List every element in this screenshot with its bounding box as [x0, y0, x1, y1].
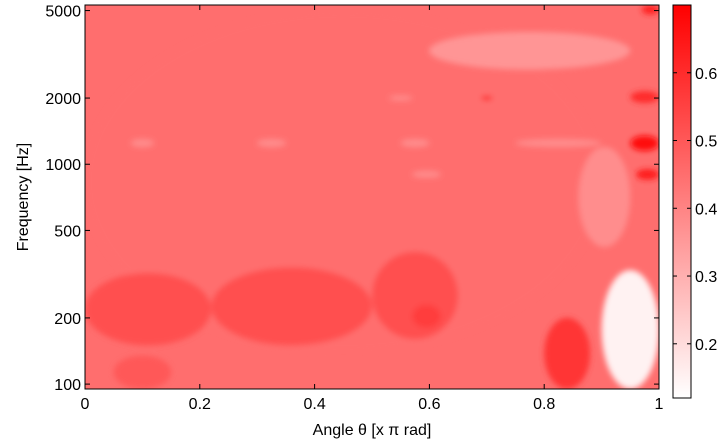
contour-regions: [85, 5, 659, 389]
colorbar-tick-label: 0.5: [695, 134, 717, 151]
contour-region: [481, 95, 493, 101]
contour-region: [544, 317, 591, 389]
colorbar-tick-label: 0.6: [695, 66, 717, 83]
contour-region: [630, 91, 659, 103]
contour-region: [389, 95, 413, 101]
y-tick-label: 1000: [45, 157, 81, 174]
colorbar-ticks: 0.2 0.3 0.4 0.5 0.6: [673, 66, 717, 354]
colorbar-gradient: [672, 4, 692, 399]
colorbar-tick-label: 0.2: [695, 337, 717, 354]
contour-region: [257, 139, 286, 147]
contour-region: [113, 355, 172, 389]
contour-region: [400, 139, 430, 147]
colorbar: 0.2 0.3 0.4 0.5 0.6: [672, 4, 717, 399]
x-tick-label: 1: [655, 396, 664, 413]
y-tick-label: 500: [54, 223, 81, 240]
contour-region: [601, 270, 659, 389]
colorbar-tick-label: 0.3: [695, 269, 717, 286]
contour-region: [578, 146, 631, 248]
x-tick-label: 0: [81, 396, 90, 413]
contour-region: [211, 267, 372, 346]
contour-region: [412, 171, 441, 178]
contour-region: [130, 139, 154, 147]
contour-region: [641, 5, 659, 15]
contour-region: [412, 304, 441, 328]
x-tick-label: 0.8: [533, 396, 555, 413]
x-tick-label: 0.6: [418, 396, 440, 413]
contour-region: [515, 139, 602, 147]
y-tick-label: 200: [54, 311, 81, 328]
contour-region: [372, 251, 459, 340]
contour-region: [630, 135, 659, 151]
contour-region: [85, 273, 212, 346]
y-tick-label: 100: [54, 377, 81, 394]
x-tick-label: 0.4: [303, 396, 325, 413]
x-tick-label: 0.2: [189, 396, 211, 413]
plot-frame: [84, 4, 660, 390]
contour-region: [85, 10, 602, 352]
plot-area: [84, 4, 660, 390]
x-axis: 0 0.2 0.4 0.6 0.8 1: [81, 5, 664, 413]
colorbar-tick-label: 0.4: [695, 201, 717, 218]
x-axis-label: Angle θ [x π rad]: [313, 422, 432, 439]
y-axis: 100 200 500 1000 2000 5000: [45, 4, 659, 394]
contour-region: [636, 169, 659, 180]
y-tick-label: 2000: [45, 91, 81, 108]
contour-region: [429, 31, 631, 70]
y-axis-label: Frequency [Hz]: [15, 143, 32, 251]
y-tick-label: 5000: [45, 4, 81, 21]
